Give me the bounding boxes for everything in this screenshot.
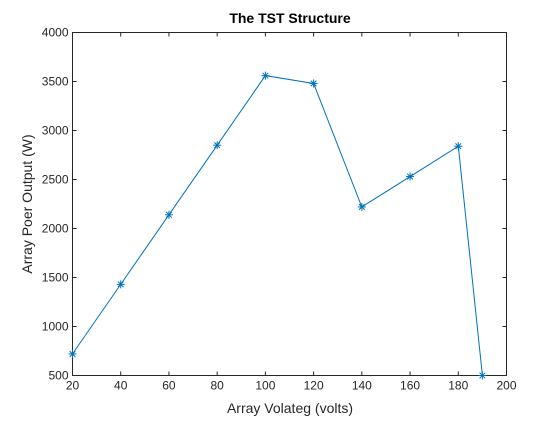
y-tick-label: 500 <box>48 369 68 383</box>
axis-ticks: 20 40 60 80 100 120 140 160 180 200 500 1000 1500 200… <box>42 26 517 393</box>
data-point-marker <box>357 202 366 211</box>
data-point-marker <box>261 71 270 80</box>
y-tick-label: 2000 <box>42 222 69 236</box>
x-tick-label: 160 <box>400 379 420 393</box>
x-tick-label: 140 <box>352 379 372 393</box>
y-axis-title: Array Poer Output (W) <box>19 134 35 273</box>
x-tick-label: 40 <box>114 379 128 393</box>
plot-area <box>72 32 507 376</box>
data-point-marker <box>478 371 487 380</box>
data-point-marker <box>454 142 463 151</box>
data-series <box>68 71 487 380</box>
x-tick-label: 200 <box>496 379 516 393</box>
x-tick-label: 180 <box>448 379 468 393</box>
y-tick-label: 4000 <box>42 26 69 40</box>
data-point-marker <box>164 210 173 219</box>
x-tick-label: 120 <box>304 379 324 393</box>
data-point-marker <box>406 172 415 181</box>
y-tick-label: 1000 <box>42 320 69 334</box>
x-axis-title: Array Volateg (volts) <box>227 400 353 416</box>
x-tick-label: 80 <box>210 379 224 393</box>
y-tick-label: 1500 <box>42 271 69 285</box>
x-tick-label: 20 <box>66 379 80 393</box>
y-tick-label: 3500 <box>42 75 69 89</box>
y-tick-label: 2500 <box>42 173 69 187</box>
x-tick-label: 60 <box>162 379 176 393</box>
x-tick-label: 100 <box>255 379 275 393</box>
data-point-marker <box>116 280 125 289</box>
y-tick-label: 3000 <box>42 124 69 138</box>
series-line <box>72 75 483 376</box>
chart-title: The TST Structure <box>229 10 351 26</box>
data-point-marker <box>309 79 318 88</box>
data-point-marker <box>213 141 222 150</box>
data-point-marker <box>68 349 77 358</box>
